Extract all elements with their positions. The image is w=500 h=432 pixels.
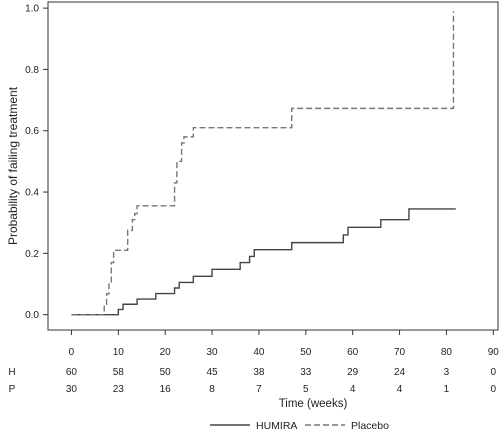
risk-count: 16 <box>160 384 172 395</box>
risk-count: 45 <box>207 367 219 378</box>
x-tick-label: 80 <box>441 347 453 358</box>
y-tick-label: 0.0 <box>25 310 39 321</box>
y-tick-label: 0.4 <box>25 188 39 199</box>
x-tick-label: 40 <box>253 347 265 358</box>
x-tick-label: 70 <box>394 347 406 358</box>
y-tick-label: 0.2 <box>25 249 39 260</box>
risk-count: 0 <box>491 384 497 395</box>
risk-count: 3 <box>444 367 450 378</box>
x-tick-label: 0 <box>69 347 75 358</box>
x-tick-label: 50 <box>300 347 312 358</box>
y-axis: 0.0 0.2 0.4 0.6 0.8 1.0 <box>25 4 48 321</box>
risk-count: 58 <box>113 367 125 378</box>
risk-count: 4 <box>397 384 403 395</box>
risk-count: 8 <box>209 384 215 395</box>
y-tick-label: 1.0 <box>25 4 39 15</box>
risk-count: 5 <box>303 384 309 395</box>
y-tick-label: 0.8 <box>25 65 39 76</box>
risk-count: 50 <box>160 367 172 378</box>
risk-count: 60 <box>66 367 78 378</box>
risk-count: 29 <box>347 367 359 378</box>
y-tick-label: 0.6 <box>25 126 39 137</box>
risk-row-label: P <box>9 384 16 395</box>
x-axis-label: Time (weeks) <box>279 398 348 410</box>
plot-frame <box>47 1 499 331</box>
x-tick-label: 20 <box>160 347 172 358</box>
risk-count: 0 <box>491 367 497 378</box>
x-tick-label: 90 <box>488 347 500 358</box>
x-tick-label: 30 <box>207 347 219 358</box>
risk-count: 24 <box>394 367 406 378</box>
risk-count: 30 <box>66 384 78 395</box>
y-axis-label: Probability of failing treatment <box>6 86 20 245</box>
x-axis: 0 10 20 30 40 50 60 70 80 90 <box>69 330 500 358</box>
risk-count: 4 <box>350 384 356 395</box>
number-at-risk-table: H 60 58 50 45 38 33 29 24 3 0P 30 23 16 8 7 5 4 4 1 0 <box>8 367 496 395</box>
legend-label: HUMIRA <box>256 420 297 432</box>
legend: HUMIRA Placebo <box>210 420 389 432</box>
risk-count: 23 <box>113 384 125 395</box>
risk-count: 1 <box>444 384 450 395</box>
risk-count: 38 <box>253 367 265 378</box>
series-line-humira <box>71 208 456 316</box>
risk-count: 33 <box>300 367 312 378</box>
x-tick-label: 60 <box>347 347 359 358</box>
legend-label: Placebo <box>351 420 389 432</box>
x-tick-label: 10 <box>113 347 125 358</box>
series-layer <box>71 11 456 316</box>
risk-count: 7 <box>256 384 262 395</box>
series-line-placebo <box>71 11 455 316</box>
risk-row-label: H <box>8 367 15 378</box>
